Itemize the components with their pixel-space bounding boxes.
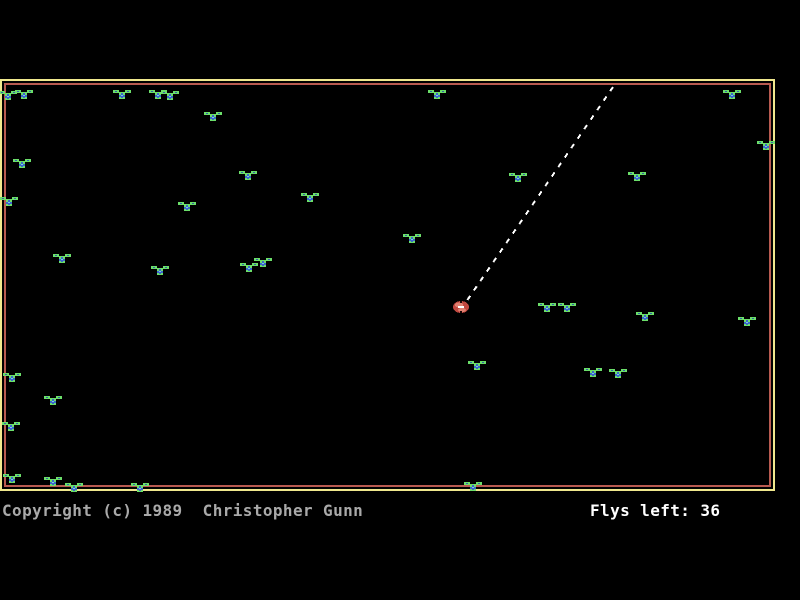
fly-sprite[interactable] [509, 168, 527, 182]
fly-sprite[interactable] [538, 298, 556, 312]
fly-sprite[interactable] [65, 478, 83, 492]
fly-sprite[interactable] [558, 298, 576, 312]
fly-icon [239, 171, 257, 180]
fly-sprite[interactable] [204, 107, 222, 121]
fly-icon [757, 141, 775, 150]
fly-icon [15, 90, 33, 99]
fly-sprite[interactable] [636, 307, 654, 321]
fly-sprite[interactable] [609, 364, 627, 378]
fly-icon [584, 368, 602, 377]
fly-sprite[interactable] [468, 356, 486, 370]
fly-icon [636, 312, 654, 321]
fly-icon [3, 373, 21, 382]
fly-icon [161, 91, 179, 100]
fly-sprite[interactable] [254, 253, 272, 267]
fly-icon [53, 254, 71, 263]
fly-icon [428, 90, 446, 99]
fly-icon [0, 197, 18, 206]
fly-icon [2, 422, 20, 431]
fly-sprite[interactable] [403, 229, 421, 243]
fly-icon [301, 193, 319, 202]
fly-icon [151, 266, 169, 275]
fly-sprite[interactable] [161, 86, 179, 100]
fly-sprite[interactable] [178, 197, 196, 211]
fly-icon [723, 90, 741, 99]
fly-sprite[interactable] [584, 363, 602, 377]
fly-sprite[interactable] [3, 469, 21, 483]
fly-sprite[interactable] [113, 85, 131, 99]
fly-icon [538, 303, 556, 312]
fly-sprite[interactable] [723, 85, 741, 99]
fly-sprite[interactable] [2, 417, 20, 431]
fly-sprite[interactable] [301, 188, 319, 202]
fly-icon [403, 234, 421, 243]
fly-sprite[interactable] [151, 261, 169, 275]
fly-icon [738, 317, 756, 326]
fly-icon [3, 474, 21, 483]
fly-sprite[interactable] [464, 477, 482, 491]
player-cursor[interactable] [452, 299, 470, 313]
fly-icon [0, 91, 17, 100]
fly-icon [44, 396, 62, 405]
fly-icon [509, 173, 527, 182]
fly-sprite[interactable] [757, 136, 775, 150]
fly-icon [131, 483, 149, 492]
tongue-line [465, 86, 614, 303]
fly-icon [254, 258, 272, 267]
fly-sprite[interactable] [738, 312, 756, 326]
playfield-border-outer [0, 79, 775, 491]
fly-icon [609, 369, 627, 378]
fly-sprite[interactable] [428, 85, 446, 99]
fly-icon [468, 361, 486, 370]
playfield-border-inner [4, 83, 771, 487]
fly-icon [13, 159, 31, 168]
cursor-icon [453, 301, 469, 313]
fly-icon [44, 477, 62, 486]
fly-icon [464, 482, 482, 491]
fly-sprite[interactable] [3, 368, 21, 382]
fly-icon [628, 172, 646, 181]
fly-sprite[interactable] [15, 85, 33, 99]
fly-icon [178, 202, 196, 211]
fly-sprite[interactable] [240, 258, 258, 272]
fly-icon [204, 112, 222, 121]
fly-sprite[interactable] [0, 192, 18, 206]
fly-icon [113, 90, 131, 99]
fly-sprite[interactable] [0, 86, 17, 100]
fly-sprite[interactable] [44, 472, 62, 486]
fly-sprite[interactable] [53, 249, 71, 263]
fly-sprite[interactable] [239, 166, 257, 180]
fly-sprite[interactable] [131, 478, 149, 492]
fly-icon [240, 263, 258, 272]
fly-sprite[interactable] [13, 154, 31, 168]
fly-sprite[interactable] [44, 391, 62, 405]
fly-icon [65, 483, 83, 492]
fly-sprite[interactable] [628, 167, 646, 181]
fly-icon [558, 303, 576, 312]
